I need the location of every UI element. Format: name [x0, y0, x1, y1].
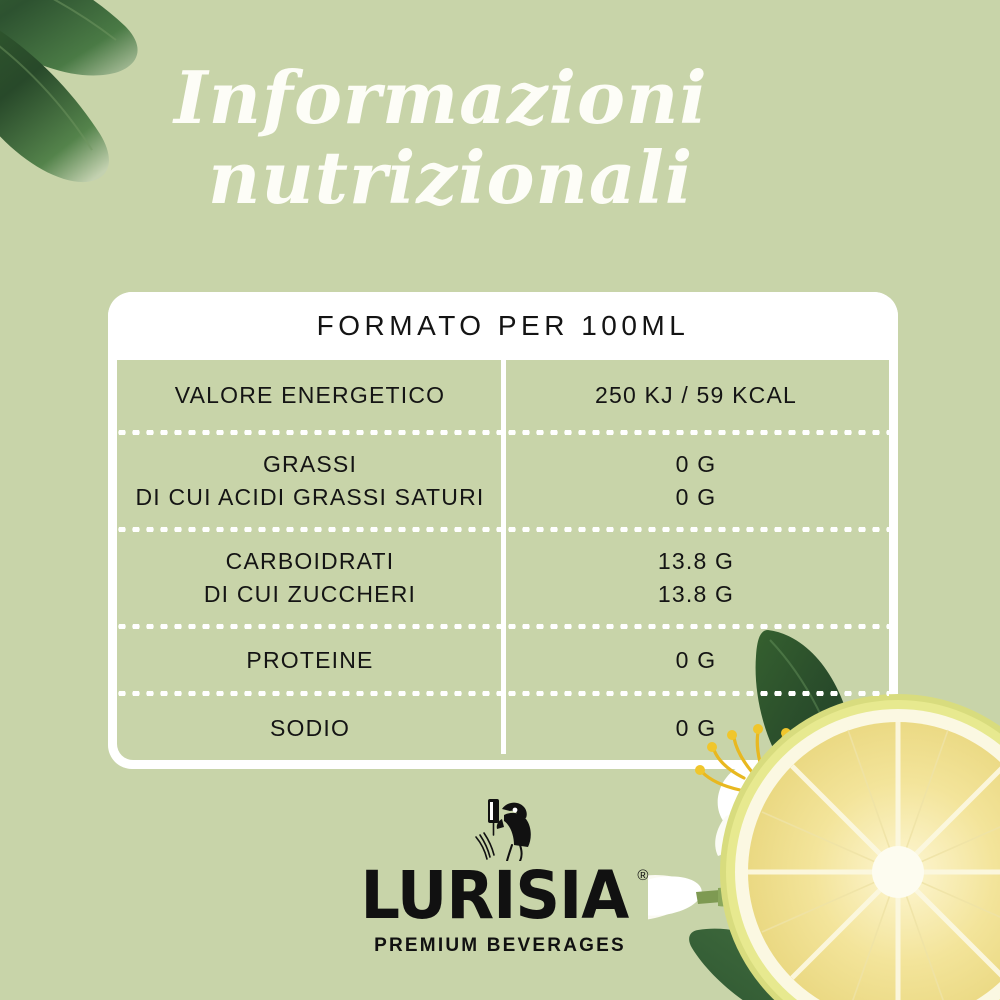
row-value-cell: 0 G 0 G — [503, 435, 889, 527]
page-title-line-1: Informazioni — [174, 55, 708, 140]
row-label: GRASSI — [262, 451, 358, 478]
row-value: 13.8 G — [657, 548, 735, 575]
row-sublabel: DI CUI ACIDI GRASSI SATURI — [135, 484, 485, 510]
miner-with-drill-icon — [475, 799, 531, 861]
row-value: 0 G — [675, 646, 717, 673]
row-separator — [117, 430, 889, 435]
row-separator-left — [117, 430, 503, 435]
column-divider — [501, 360, 506, 754]
brand-wordmark-wrap: LURISIA ® — [352, 857, 649, 934]
row-value: 0 G — [675, 714, 717, 741]
row-separator — [117, 624, 889, 629]
row-label-cell: VALORE ENERGETICO — [117, 360, 503, 430]
page-title: Informazioni nutrizionali — [150, 62, 870, 262]
brand-logo: LURISIA ® PREMIUM BEVERAGES — [0, 795, 1000, 960]
row-separator-right — [503, 430, 889, 435]
row-value: 0 G — [675, 451, 717, 478]
row-label: CARBOIDRATI — [225, 548, 395, 575]
row-label-cell: GRASSI DI CUI ACIDI GRASSI SATURI — [117, 435, 503, 527]
page-title-line-2: nutrizionali — [208, 135, 694, 220]
table-row: PROTEINE 0 G — [117, 629, 889, 691]
row-separator-right — [503, 624, 889, 629]
table-row: SODIO 0 G — [117, 696, 889, 760]
row-subvalue: 0 G — [675, 484, 717, 510]
row-value-cell: 0 G — [503, 629, 889, 691]
nutrition-card-header-label: FORMATO PER 100ML — [316, 310, 690, 341]
row-label-cell: PROTEINE — [117, 629, 503, 691]
row-separator — [117, 691, 889, 696]
row-separator-left — [117, 527, 503, 532]
row-label: PROTEINE — [246, 646, 374, 673]
row-separator — [117, 527, 889, 532]
nutrition-card-header: FORMATO PER 100ML — [108, 292, 898, 360]
brand-tagline: PREMIUM BEVERAGES — [374, 935, 626, 956]
brand-wordmark: LURISIA — [360, 857, 629, 934]
nutrition-table: VALORE ENERGETICO 250 KJ / 59 KCAL GRASS… — [117, 360, 889, 760]
row-value-cell: 13.8 G 13.8 G — [503, 532, 889, 624]
row-separator-left — [117, 691, 503, 696]
table-row: GRASSI DI CUI ACIDI GRASSI SATURI 0 G 0 … — [117, 435, 889, 527]
row-value: 250 KJ / 59 KCAL — [594, 381, 798, 408]
row-separator-left — [117, 624, 503, 629]
table-row: VALORE ENERGETICO 250 KJ / 59 KCAL — [117, 360, 889, 430]
row-subvalue: 13.8 G — [657, 581, 735, 607]
row-separator-right — [503, 527, 889, 532]
row-label-cell: CARBOIDRATI DI CUI ZUCCHERI — [117, 532, 503, 624]
row-label: VALORE ENERGETICO — [174, 381, 446, 408]
row-value-cell: 250 KJ / 59 KCAL — [503, 360, 889, 430]
row-label-cell: SODIO — [117, 696, 503, 760]
table-row: CARBOIDRATI DI CUI ZUCCHERI 13.8 G 13.8 … — [117, 532, 889, 624]
row-sublabel: DI CUI ZUCCHERI — [203, 581, 417, 607]
row-separator-right — [503, 691, 889, 696]
row-value-cell: 0 G — [503, 696, 889, 760]
row-label: SODIO — [269, 714, 351, 741]
registered-trademark-icon: ® — [637, 867, 649, 884]
nutrition-card: FORMATO PER 100ML VALORE ENERGETICO 250 … — [108, 292, 898, 769]
